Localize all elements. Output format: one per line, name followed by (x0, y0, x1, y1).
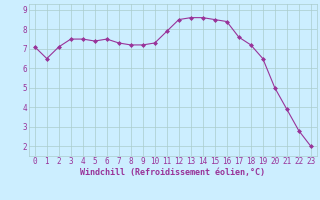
X-axis label: Windchill (Refroidissement éolien,°C): Windchill (Refroidissement éolien,°C) (80, 168, 265, 177)
